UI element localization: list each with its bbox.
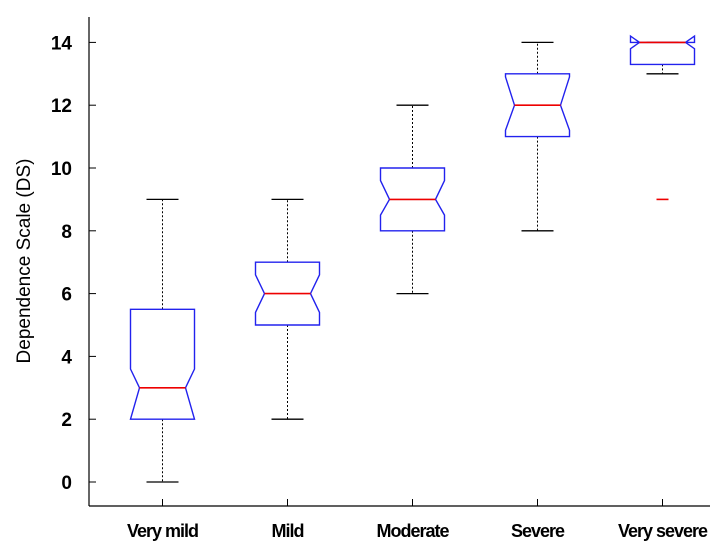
notched-box [129,308,196,420]
y-axis-label: Dependence Scale (DS) [14,159,35,364]
axes [88,17,710,507]
x-tick-label: Moderate [376,521,449,541]
box-group [379,104,446,295]
x-tick-label: Severe [511,521,565,541]
y-tick-label: 0 [61,473,72,494]
x-tick-label: Very mild [127,521,198,541]
y-tick-label: 4 [61,347,72,368]
box-group [504,41,571,232]
box-group [129,198,196,483]
y-tick-label: 8 [61,222,72,243]
y-tick-label: 12 [51,96,72,117]
notched-box [629,34,696,66]
box-group [254,198,321,420]
y-ticks: 0 2 4 6 8 10 12 14 [51,33,96,494]
y-tick-label: 2 [61,410,72,431]
boxes [129,34,696,483]
y-tick-label: 10 [51,159,72,180]
box-group [629,34,696,201]
x-tick-label: Mild [272,521,304,541]
x-tick-label: Very severe [618,521,708,541]
x-ticks: Very mild Mild Moderate Severe Very severe [127,499,709,541]
y-tick-label: 6 [61,285,72,306]
y-tick-label: 14 [51,33,73,54]
